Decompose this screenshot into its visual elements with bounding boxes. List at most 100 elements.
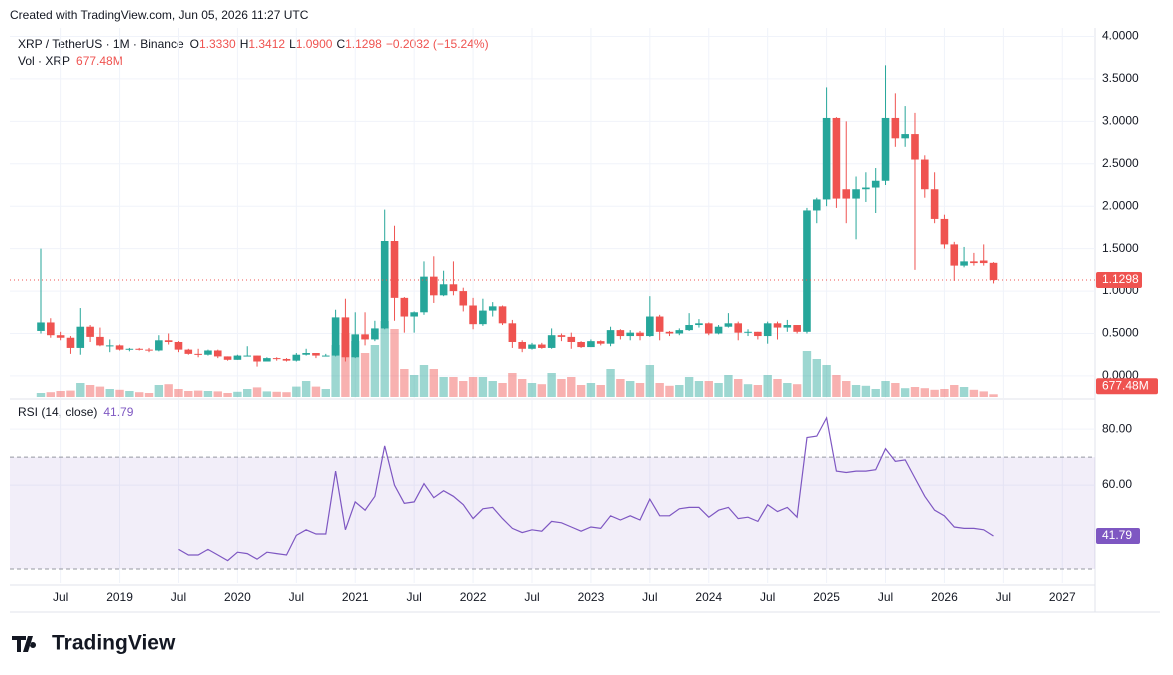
y-tick-label: 0.5000 <box>1102 326 1139 340</box>
candle-body <box>989 262 998 281</box>
volume-bar <box>694 381 704 397</box>
candle-body <box>871 180 880 188</box>
candle-body <box>812 199 821 211</box>
rsi-tick-label: 80.00 <box>1102 421 1132 435</box>
candle-body <box>626 332 634 337</box>
volume-bar <box>655 383 664 397</box>
candle-body <box>469 305 477 325</box>
y-tick-label: 4.0000 <box>1102 29 1139 43</box>
volume-bar <box>547 373 556 397</box>
candle-body <box>783 325 792 328</box>
candle-body <box>547 335 556 348</box>
volume-bar <box>164 384 173 397</box>
candle-body <box>744 331 752 333</box>
x-tick-label: Jul <box>289 590 304 604</box>
candle-body <box>538 344 546 348</box>
volume-bar <box>812 359 821 397</box>
x-tick-label: 2020 <box>224 590 251 604</box>
candle-body <box>891 117 900 139</box>
volume-bar <box>174 389 183 397</box>
candle-body <box>155 340 163 351</box>
y-tick-label: 2.5000 <box>1102 156 1139 170</box>
candle-body <box>704 323 713 334</box>
ohlc-value: 1.0900 <box>296 37 333 51</box>
candle-body <box>105 345 114 347</box>
volume-bar <box>105 389 114 397</box>
ohlc-value: 1.3412 <box>248 37 285 51</box>
volume-bar <box>802 351 812 397</box>
volume-value: 677.48M <box>76 54 123 68</box>
volume-bar <box>763 375 772 397</box>
candle-body <box>675 330 684 334</box>
volume-bar <box>193 390 203 397</box>
ohlc-prefix: L <box>289 37 296 51</box>
candle-body <box>803 210 811 332</box>
candle-body <box>243 355 252 357</box>
x-tick-label: Jul <box>642 590 657 604</box>
candle-body <box>390 241 399 298</box>
volume-bar <box>537 384 547 397</box>
volume-bar <box>822 365 831 397</box>
candle-body <box>793 325 801 332</box>
volume-bar <box>557 379 566 397</box>
candle-body <box>479 310 487 325</box>
candles <box>37 65 998 367</box>
volume-bar <box>272 391 281 397</box>
volume-bar <box>969 389 979 397</box>
x-tick-label: Jul <box>760 590 775 604</box>
volume-bar <box>753 385 763 397</box>
volume-bar <box>635 383 645 397</box>
candle-body <box>380 241 389 329</box>
candle-body <box>606 330 615 344</box>
candle-body <box>410 312 418 317</box>
symbol-title: XRP / TetherUS · 1M · Binance <box>18 37 184 51</box>
candle-body <box>174 341 183 350</box>
volume-bar <box>783 383 792 397</box>
candle-body <box>96 336 104 346</box>
rsi-line <box>178 416 994 562</box>
candle-body <box>695 323 703 326</box>
y-tick-label: 3.5000 <box>1102 71 1139 85</box>
volume-bar <box>223 393 232 397</box>
volume-bar <box>360 353 370 397</box>
candle-body <box>587 341 595 348</box>
x-tick-label: 2026 <box>931 590 958 604</box>
rsi-tick-label: 60.00 <box>1102 477 1132 491</box>
candle-body <box>970 261 978 264</box>
candle-body <box>76 326 85 348</box>
candle-body <box>665 331 674 334</box>
volume-bar <box>645 365 655 397</box>
candle-body <box>420 276 428 313</box>
volume-bar <box>861 385 871 397</box>
volume-bars <box>36 321 998 397</box>
volume-bar <box>439 377 448 397</box>
volume-bar <box>311 386 321 397</box>
volume-bar <box>842 381 851 397</box>
volume-bar <box>468 377 478 397</box>
x-tick-label: 2024 <box>695 590 722 604</box>
candle-body <box>115 345 124 350</box>
volume-bar <box>773 379 782 397</box>
candle-body <box>194 353 202 355</box>
volume-bar <box>596 385 605 397</box>
candle-body <box>233 355 242 360</box>
volume-legend: Vol · XRP 677.48M <box>18 54 123 68</box>
candle-body <box>312 353 320 356</box>
rsi-legend: RSI (14, close) 41.79 <box>18 405 134 419</box>
volume-bar <box>213 391 222 397</box>
candle-body <box>351 334 360 358</box>
candle-body <box>921 159 929 190</box>
volume-bar <box>459 381 468 397</box>
candle-body <box>400 297 409 317</box>
volume-bar <box>488 381 497 397</box>
volume-bar <box>370 345 380 397</box>
x-tick-label: 2022 <box>460 590 487 604</box>
volume-bar <box>301 381 311 397</box>
candle-body <box>960 261 968 266</box>
ohlc-prefix: C <box>336 37 345 51</box>
candle-body <box>439 284 448 296</box>
volume-bar <box>704 381 713 397</box>
volume-bar <box>419 365 429 397</box>
volume-bar <box>851 385 861 397</box>
volume-bar <box>871 389 880 397</box>
